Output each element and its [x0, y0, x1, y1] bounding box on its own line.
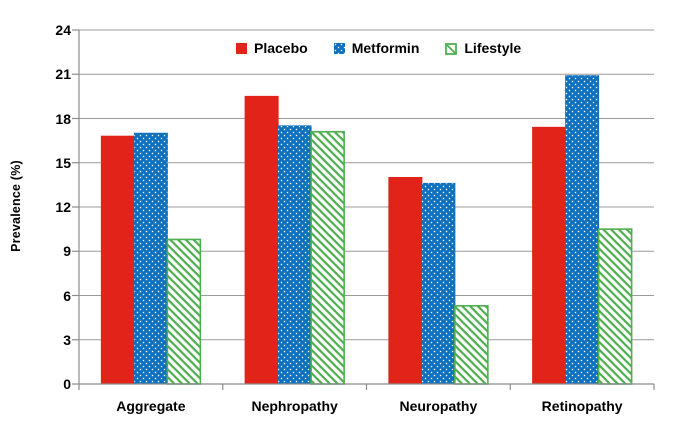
placebo-swatch-fill	[236, 43, 247, 54]
y-axis-title: Prevalence (%)	[9, 160, 23, 252]
y-tick-label-24: 24	[55, 22, 71, 38]
bar-placebo-nephropathy	[244, 95, 279, 385]
x-axis-category-labels: Aggregate Nephropathy Neuropathy Retinop…	[79, 396, 654, 416]
bar-metformin-retinopathy-dots	[565, 75, 599, 384]
y-tick-label-21: 21	[55, 66, 71, 83]
metformin-swatch-icon	[333, 43, 345, 54]
bar-placebo-retinopathy	[532, 126, 567, 385]
placebo-swatch-icon	[236, 43, 247, 54]
bar-lifestyle-nephropathy-hatch	[311, 131, 345, 384]
legend: Placebo Metformin Lifestyle	[236, 41, 521, 56]
category-label-aggregate: Aggregate	[116, 398, 186, 414]
metformin-swatch-dots	[333, 43, 345, 54]
y-tick-label-15: 15	[55, 154, 71, 171]
legend-label-lifestyle: Lifestyle	[464, 40, 522, 56]
category-label-retinopathy: Retinopathy	[541, 398, 623, 414]
legend-label-metformin: Metformin	[351, 40, 420, 56]
category-label-nephropathy: Nephropathy	[251, 398, 338, 414]
lifestyle-swatch-diagonal	[446, 43, 457, 54]
bar-lifestyle-retinopathy-hatch	[598, 229, 632, 384]
y-tick-label-12: 12	[55, 199, 71, 215]
y-tick-label-6: 6	[63, 287, 71, 304]
legend-item-metformin: Metformin	[333, 40, 420, 56]
y-tick-label-9: 9	[63, 243, 71, 260]
legend-item-lifestyle: Lifestyle	[445, 41, 521, 56]
bar-lifestyle-neuropathy-hatch	[454, 305, 488, 384]
y-tick-label-18: 18	[55, 110, 71, 127]
lifestyle-swatch-icon	[445, 42, 458, 55]
bar-metformin-nephropathy-dots	[278, 125, 312, 384]
y-tick-label-0: 0	[63, 376, 71, 392]
plot-area	[72, 29, 655, 390]
bar-metformin-neuropathy-dots	[421, 183, 455, 384]
legend-item-placebo: Placebo	[236, 41, 308, 56]
bar-metformin-aggregate-dots	[134, 133, 168, 384]
legend-label-placebo: Placebo	[254, 40, 308, 56]
y-axis-tick-labels: 0 3 6 9 12 15 18 21 24	[34, 22, 71, 392]
bar-placebo-aggregate	[100, 135, 135, 385]
bar-lifestyle-aggregate-hatch	[167, 239, 201, 384]
bar-placebo-neuropathy	[388, 177, 423, 385]
y-tick-label-3: 3	[63, 331, 71, 348]
category-label-neuropathy: Neuropathy	[399, 398, 478, 414]
